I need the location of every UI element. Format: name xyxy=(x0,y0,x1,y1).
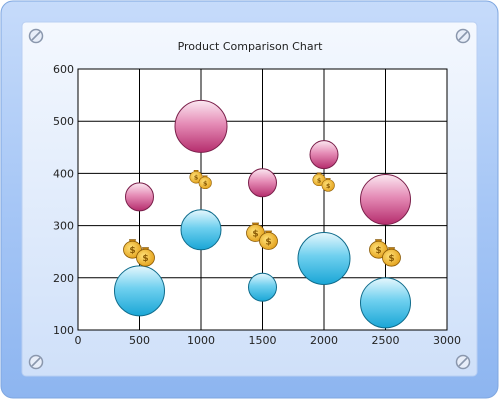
svg-text:$: $ xyxy=(194,175,198,182)
screw-icon xyxy=(457,356,470,369)
x-tick-label: 500 xyxy=(129,334,150,347)
chart-title: Product Comparison Chart xyxy=(178,40,324,53)
x-tick-label: 0 xyxy=(75,334,82,347)
bubble-blue xyxy=(298,232,350,284)
bubble-pink xyxy=(310,141,338,169)
svg-text:$: $ xyxy=(265,237,271,247)
y-tick-label: 500 xyxy=(53,115,74,128)
svg-text:$: $ xyxy=(252,229,258,239)
svg-text:$: $ xyxy=(129,246,135,256)
x-tick-label: 3000 xyxy=(433,334,461,347)
svg-text:$: $ xyxy=(203,180,207,187)
screw-icon xyxy=(30,356,43,369)
bubble-pink xyxy=(361,175,411,225)
svg-text:$: $ xyxy=(142,254,148,264)
svg-text:$: $ xyxy=(388,254,394,264)
bubble-blue xyxy=(115,266,165,316)
bubble-pink xyxy=(175,100,227,152)
svg-text:$: $ xyxy=(317,177,321,184)
bubble-blue xyxy=(249,273,277,301)
y-tick-label: 100 xyxy=(53,324,74,337)
x-tick-label: 1500 xyxy=(249,334,277,347)
y-tick-label: 300 xyxy=(53,220,74,233)
y-tick-label: 600 xyxy=(53,63,74,76)
bubble-blue xyxy=(181,210,221,250)
svg-text:$: $ xyxy=(375,246,381,256)
bubble-blue xyxy=(361,278,411,328)
x-tick-label: 2000 xyxy=(310,334,338,347)
screw-icon xyxy=(30,30,43,43)
screw-icon xyxy=(457,30,470,43)
x-tick-label: 1000 xyxy=(187,334,215,347)
y-tick-label: 200 xyxy=(53,272,74,285)
svg-text:$: $ xyxy=(326,183,330,190)
bubble-pink xyxy=(249,169,277,197)
bubble-pink xyxy=(126,183,154,211)
y-tick-label: 400 xyxy=(53,167,74,180)
x-tick-label: 2500 xyxy=(372,334,400,347)
